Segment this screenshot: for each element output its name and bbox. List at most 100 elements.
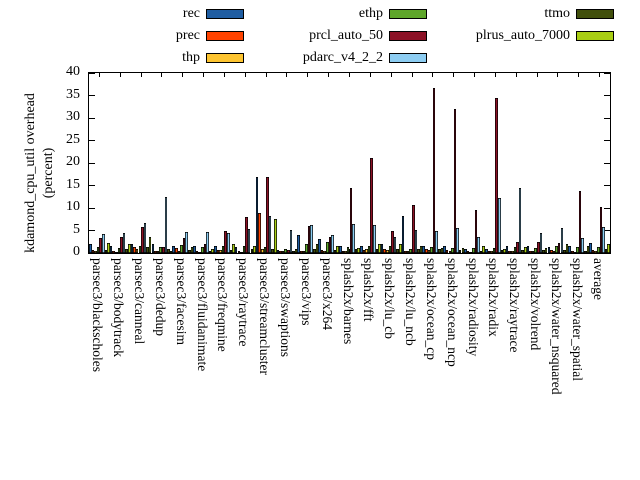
x-tick-top-6: [223, 73, 225, 77]
bar-prcl_auto_50-splash2x/fft: [370, 157, 373, 253]
bar-thp-splash2x/lu_cb: [385, 250, 389, 253]
x-category-label-splash2x/barnes: splash2x/barnes: [340, 258, 356, 345]
bar-pdarc_v4_2_2-parsec3/raytrace: [247, 229, 251, 253]
bar-ttmo-parsec3/fluidanimate: [208, 250, 212, 253]
bar-rec-parsec3/swaptions: [276, 249, 280, 253]
x-category-label-splash2x/raytrace: splash2x/raytrace: [507, 258, 523, 353]
bar-plrus_auto_7000-parsec3/freqmine: [232, 244, 235, 253]
bar-ttmo-parsec3/raytrace: [250, 248, 254, 253]
bar-prcl_auto_50-parsec3/dedup: [161, 247, 165, 253]
x-category-label-splash2x/volrend: splash2x/volrend: [528, 258, 544, 351]
legend-label-ethp: ethp: [358, 6, 383, 21]
bar-pdarc_v4_2_2-parsec3/x264: [331, 235, 334, 253]
bar-prec-splash2x/fft: [362, 250, 366, 253]
bar-prec-parsec3/blackscholes: [91, 249, 95, 253]
bar-prcl_auto_50-splash2x/volrend: [537, 241, 540, 253]
x-category-label-splash2x/radix: splash2x/radix: [486, 258, 502, 337]
bar-pdarc_v4_2_2-splash2x/lu_ncb: [414, 230, 418, 253]
y-tick-left-15: [89, 185, 95, 186]
bar-thp-parsec3/x264: [323, 250, 327, 253]
bar-ttmo-splash2x/lu_ncb: [417, 249, 420, 253]
bar-pdarc_v4_2_2-parsec3/swaptions: [289, 230, 293, 253]
x-category-label-parsec3/facesim: parsec3/facesim: [173, 258, 189, 345]
bar-prcl_auto_50-parsec3/freqmine: [224, 231, 228, 253]
bar-plrus_auto_7000-splash2x/radiosity: [482, 246, 485, 253]
bar-prec-parsec3/freqmine: [216, 249, 220, 253]
x-category-label-splash2x/water_spatial: splash2x/water_spatial: [569, 258, 585, 381]
bar-prec-splash2x/lu_cb: [383, 248, 386, 253]
bar-prcl_auto_50-splash2x/radiosity: [474, 209, 478, 253]
x-category-label-splash2x/lu_cb: splash2x/lu_cb: [382, 258, 398, 339]
legend-swatch-plrus_auto_7000: [576, 31, 614, 41]
x-category-label-parsec3/vips: parsec3/vips: [298, 258, 314, 326]
bar-prec-parsec3/swaptions: [279, 250, 282, 253]
x-tick-top-14: [390, 73, 392, 77]
bar-plrus_auto_7000-splash2x/lu_cb: [398, 244, 402, 253]
bar-prcl_auto_50-parsec3/raytrace: [245, 217, 248, 253]
bar-plrus_auto_7000-splash2x/fft: [378, 244, 381, 253]
bar-pdarc_v4_2_2-splash2x/water_spatial: [581, 238, 584, 253]
x-tick-top-8: [265, 73, 267, 77]
bar-thp-parsec3/fluidanimate: [198, 251, 201, 253]
y-tick-left-25: [89, 140, 95, 141]
bar-pdarc_v4_2_2-parsec3/streamcluster: [268, 215, 272, 253]
bar-ethp-splash2x/lu_cb: [388, 246, 392, 253]
x-category-label-splash2x/ocean_cp: splash2x/ocean_cp: [423, 258, 439, 360]
y-tick-right-10: [604, 207, 610, 209]
bar-rec-parsec3/raytrace: [234, 247, 238, 253]
bar-ethp-parsec3/raytrace: [242, 246, 246, 253]
bar-plrus_auto_7000-parsec3/dedup: [169, 250, 173, 253]
bar-ttmo-splash2x/lu_cb: [396, 249, 399, 253]
bar-rec-parsec3/bodytrack: [109, 245, 113, 253]
bar-rec-parsec3/streamcluster: [255, 177, 259, 253]
bar-rec-parsec3/blackscholes: [89, 244, 92, 253]
legend-label-rec: rec: [182, 6, 200, 21]
bar-prcl_auto_50-splash2x/radix: [495, 97, 498, 253]
bar-pdarc_v4_2_2-splash2x/ocean_cp: [435, 231, 439, 253]
x-category-label-parsec3/canneal: parsec3/canneal: [132, 258, 148, 345]
bar-ttmo-splash2x/volrend: [542, 250, 545, 253]
y-tick-right-35: [604, 95, 610, 96]
bar-ethp-splash2x/ocean_ncp: [451, 247, 454, 253]
bar-thp-parsec3/blackscholes: [94, 251, 97, 253]
bar-thp-splash2x/water_spatial: [573, 251, 577, 253]
x-tick-top-17: [453, 73, 455, 77]
x-category-label-splash2x/lu_ncb: splash2x/lu_ncb: [403, 258, 419, 346]
x-category-label-average: average: [590, 258, 606, 300]
bar-ttmo-parsec3/canneal: [146, 247, 149, 253]
x-tick-top-4: [182, 73, 184, 77]
bar-rec-parsec3/facesim: [172, 245, 175, 253]
bar-pdarc_v4_2_2-splash2x/fft: [372, 224, 376, 253]
bar-thp-splash2x/raytrace: [511, 251, 514, 253]
bar-prec-splash2x/raytrace: [508, 251, 511, 253]
bar-ethp-splash2x/water_nsquared: [555, 246, 558, 253]
x-tick-top-19: [494, 73, 496, 77]
bar-rec-splash2x/radix: [484, 248, 488, 253]
legend-swatch-prec: [206, 31, 244, 41]
bar-pdarc_v4_2_2-splash2x/ocean_ncp: [456, 228, 459, 253]
legend-label-prcl_auto_50: prcl_auto_50: [309, 28, 383, 43]
y-tick-right-30: [604, 117, 610, 119]
x-tick-top-0: [98, 73, 100, 77]
x-category-label-parsec3/raytrace: parsec3/raytrace: [236, 258, 252, 347]
bar-rec-parsec3/canneal: [130, 244, 134, 253]
bar-plrus_auto_7000-splash2x/water_spatial: [586, 245, 590, 253]
x-tick-top-16: [432, 73, 434, 77]
bar-prcl_auto_50-parsec3/facesim: [182, 238, 186, 253]
bar-ethp-average: [596, 246, 600, 253]
bar-ethp-parsec3/fluidanimate: [201, 247, 204, 253]
bar-prcl_auto_50-splash2x/barnes: [349, 188, 353, 253]
bar-ttmo-splash2x/water_nsquared: [563, 249, 566, 253]
bar-ethp-splash2x/fft: [367, 246, 371, 253]
bar-rec-parsec3/vips: [297, 235, 300, 253]
bar-rec-splash2x/ocean_cp: [422, 245, 426, 253]
legend-swatch-pdarc_v4_2_2: [389, 53, 427, 63]
x-tick-top-7: [244, 73, 246, 77]
y-tick-label-25: 25: [66, 131, 80, 147]
bar-plrus_auto_7000-parsec3/facesim: [190, 247, 194, 253]
x-tick-top-1: [119, 73, 121, 77]
bar-plrus_auto_7000-splash2x/raytrace: [524, 247, 527, 253]
y-tick-left-5: [89, 230, 95, 231]
y-tick-right-20: [604, 162, 610, 164]
bar-thp-parsec3/bodytrack: [115, 251, 118, 253]
